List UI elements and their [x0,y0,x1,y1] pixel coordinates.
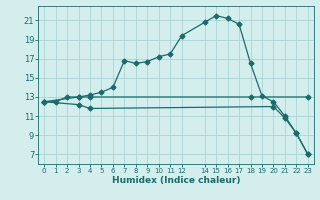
X-axis label: Humidex (Indice chaleur): Humidex (Indice chaleur) [112,176,240,185]
